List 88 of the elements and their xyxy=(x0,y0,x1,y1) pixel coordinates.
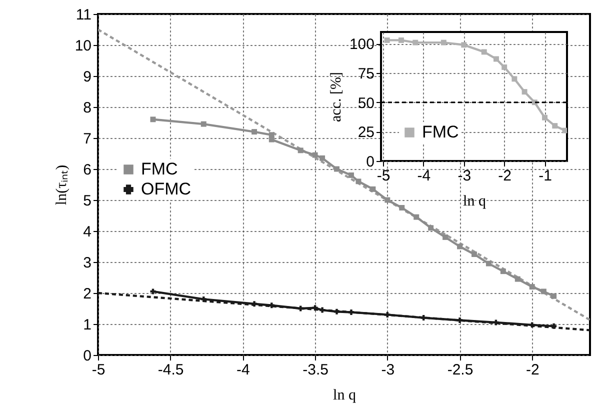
point xyxy=(500,268,506,274)
point xyxy=(150,116,156,122)
y-tick-label: 75 xyxy=(358,66,374,83)
y-tick-label: 2 xyxy=(83,286,92,302)
y-tick-label: 10 xyxy=(74,38,92,54)
point xyxy=(428,225,434,231)
point xyxy=(481,49,487,55)
x-tick-label: -5 xyxy=(92,362,106,378)
legend-label: OFMC xyxy=(141,180,192,198)
y-axis-title: acc. [%] xyxy=(328,72,344,122)
point xyxy=(502,64,508,70)
x-tick-label: -2 xyxy=(498,168,512,184)
y-tick-label: 6 xyxy=(83,162,92,178)
point xyxy=(461,42,467,48)
point xyxy=(551,293,557,299)
legend-label: FMC xyxy=(141,160,178,178)
point xyxy=(384,37,390,43)
point xyxy=(442,234,448,240)
x-axis-title: ln q xyxy=(333,388,356,404)
point xyxy=(440,40,446,46)
point xyxy=(412,40,418,46)
x-axis-title: ln q xyxy=(463,194,486,210)
point xyxy=(551,323,557,329)
x-tick-label: -3 xyxy=(458,168,472,184)
x-tick-label: -5 xyxy=(376,168,390,184)
point xyxy=(552,123,558,129)
point xyxy=(414,214,420,220)
point xyxy=(398,37,404,43)
point xyxy=(320,307,326,313)
point xyxy=(514,276,520,282)
point xyxy=(268,302,274,308)
x-tick-label: -3.5 xyxy=(302,362,328,378)
y-tick-label: 100 xyxy=(349,36,374,54)
x-tick-label: -1 xyxy=(538,168,552,184)
point xyxy=(268,136,274,142)
point xyxy=(298,148,304,154)
point xyxy=(384,197,390,203)
point xyxy=(529,322,535,328)
point xyxy=(348,172,354,178)
point xyxy=(457,318,463,324)
point xyxy=(312,152,318,158)
point xyxy=(384,312,390,318)
y-tick-label: 25 xyxy=(358,124,374,142)
point xyxy=(457,244,463,250)
point xyxy=(200,121,206,127)
point xyxy=(150,288,156,294)
point xyxy=(486,260,492,266)
x-tick-label: -2.5 xyxy=(447,362,474,378)
y-tick-label: 7 xyxy=(83,130,92,148)
y-tick-label: 4 xyxy=(83,224,92,240)
point xyxy=(493,320,499,326)
y-tick-label: 0 xyxy=(83,348,92,364)
point xyxy=(334,308,340,314)
point xyxy=(252,129,258,135)
point xyxy=(399,205,405,210)
y-tick-label: 1 xyxy=(83,316,92,334)
point xyxy=(268,132,274,138)
y-tick-label: 50 xyxy=(358,94,374,112)
point xyxy=(334,166,340,172)
y-axis-title: ln(τᵢₙₜ) xyxy=(54,164,70,206)
point xyxy=(200,296,206,302)
point xyxy=(320,155,326,161)
y-tick-label: 0 xyxy=(366,154,374,170)
point xyxy=(356,178,362,184)
y-tick-label: 9 xyxy=(83,68,92,86)
x-tick-label: -4 xyxy=(236,362,250,378)
point xyxy=(471,252,477,257)
x-tick-label: -3 xyxy=(381,362,395,378)
y-tick-label: 5 xyxy=(83,192,92,210)
point xyxy=(529,284,535,290)
point xyxy=(348,309,354,315)
point xyxy=(540,288,546,294)
x-tick-label: -4 xyxy=(417,168,431,184)
x-tick-label: -4.5 xyxy=(158,362,184,378)
y-tick-label: 3 xyxy=(83,254,92,272)
y-tick-label: 11 xyxy=(76,6,92,24)
point xyxy=(522,89,528,95)
x-tick-label: -2 xyxy=(526,362,540,378)
point xyxy=(420,315,426,321)
point xyxy=(312,305,318,311)
point xyxy=(370,186,376,192)
point xyxy=(512,76,518,82)
legend-label: FMC xyxy=(422,122,459,142)
point xyxy=(562,128,567,134)
point xyxy=(494,56,499,62)
point xyxy=(252,301,258,307)
point xyxy=(542,114,548,120)
y-tick-label: 8 xyxy=(83,100,92,116)
